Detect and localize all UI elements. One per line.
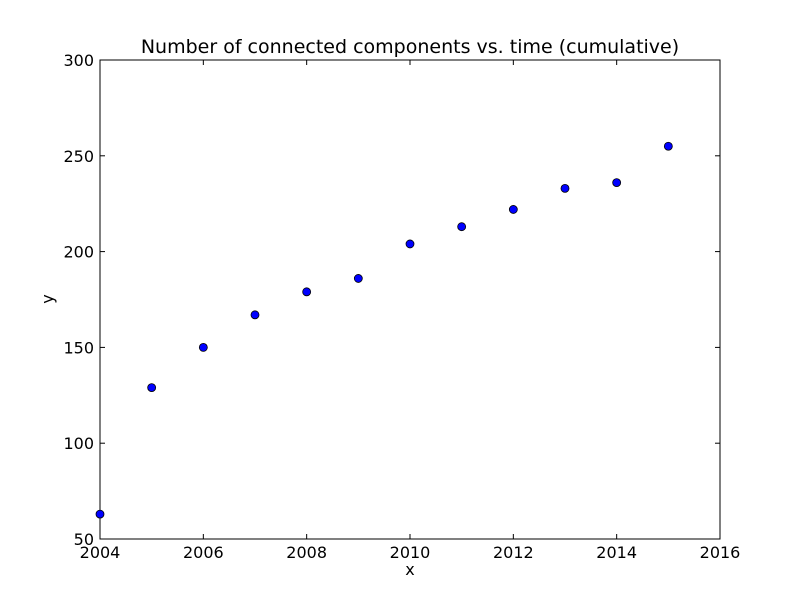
data-point <box>612 178 622 188</box>
x-tick-label: 2010 <box>390 543 431 562</box>
y-tick-label: 300 <box>63 51 94 70</box>
x-tick-label: 2014 <box>596 543 637 562</box>
x-tick-label: 2012 <box>493 543 534 562</box>
axis-ticks <box>99 59 721 540</box>
data-point <box>457 222 467 232</box>
y-tick-label: 100 <box>63 434 94 453</box>
data-points <box>95 141 673 519</box>
data-point <box>560 183 570 193</box>
y-tick-label: 250 <box>63 147 94 166</box>
tick-labels: 2004 2006 2008 2010 2012 2014 2016 50 100 150 200 2… <box>63 51 740 562</box>
x-tick-label: 2004 <box>80 543 121 562</box>
data-point <box>405 239 415 249</box>
data-point <box>147 383 157 393</box>
x-tick-label: 2016 <box>700 543 741 562</box>
x-tick-label: 2006 <box>183 543 224 562</box>
y-tick-label: 200 <box>63 243 94 262</box>
data-point <box>198 342 208 352</box>
data-point <box>663 141 673 151</box>
data-point <box>250 310 260 320</box>
y-axis-label: y <box>38 294 57 303</box>
data-point <box>353 274 363 283</box>
plot-area-frame <box>99 59 721 540</box>
y-tick-label: 50 <box>74 530 94 549</box>
data-point <box>508 205 518 214</box>
x-tick-label: 2008 <box>286 543 327 562</box>
y-tick-label: 150 <box>63 338 94 357</box>
data-point <box>95 509 105 519</box>
chart-title: Number of connected components vs. time … <box>141 36 679 58</box>
data-point <box>302 287 312 297</box>
x-axis-label: x <box>405 560 414 579</box>
